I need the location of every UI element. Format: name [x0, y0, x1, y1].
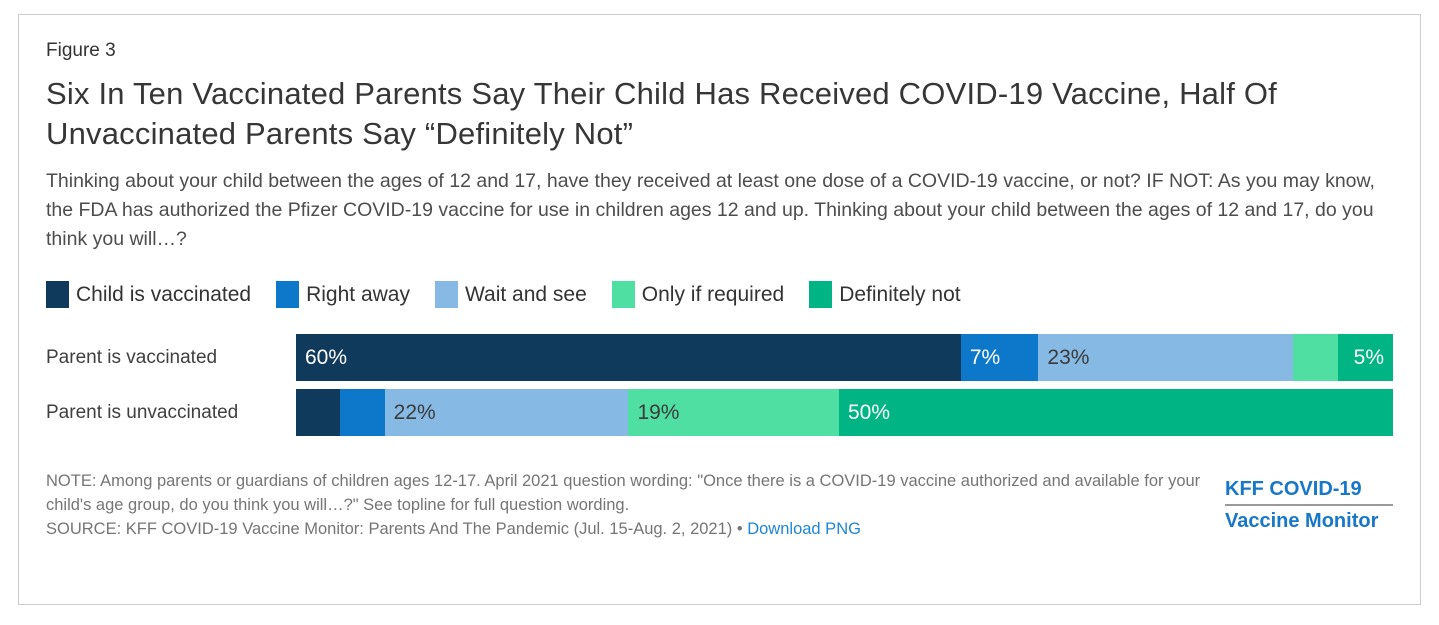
- bar-segment-wait-and-see: 22%: [384, 389, 629, 436]
- bar-value-label: 19%: [637, 400, 680, 424]
- bar-segment-only-if-required: [1293, 334, 1338, 381]
- bar-row-parent-is-vaccinated: Parent is vaccinated 60% 7% 23% 5%: [46, 334, 1393, 381]
- footnotes: NOTE: Among parents or guardians of chil…: [46, 469, 1211, 541]
- bar-track: 60% 7% 23% 5%: [296, 334, 1393, 381]
- bar-row-parent-is-unvaccinated: Parent is unvaccinated 22% 19% 50%: [46, 389, 1394, 436]
- bar-value-label: 22%: [393, 400, 436, 424]
- download-png-link[interactable]: Download PNG: [747, 520, 861, 538]
- legend-swatch-icon: [46, 281, 69, 308]
- bar-value-label: 50%: [847, 400, 890, 424]
- figure-label: Figure 3: [46, 40, 116, 61]
- legend-item-definitely-not: Definitely not: [809, 281, 961, 308]
- bar-segment-child-is-vaccinated: [296, 389, 341, 436]
- legend-swatch-icon: [276, 281, 300, 308]
- figure-title: Six In Ten Vaccinated Parents Say Their …: [46, 76, 1277, 151]
- legend-label: Definitely not: [839, 282, 961, 306]
- legend-label: Only if required: [641, 282, 785, 306]
- bar-value-label: 23%: [1047, 345, 1090, 369]
- bar-segment-only-if-required: 19%: [628, 389, 839, 436]
- source-line: SOURCE: KFF COVID-19 Vaccine Monitor: Pa…: [46, 517, 1211, 541]
- legend-item-child-is-vaccinated: Child is vaccinated: [46, 281, 251, 308]
- row-label: Parent is vaccinated: [46, 346, 218, 368]
- stacked-bar-chart: Parent is vaccinated 60% 7% 23% 5% Parent is …: [46, 334, 1394, 436]
- legend-item-only-if-required: Only if required: [611, 281, 785, 308]
- legend-label: Right away: [306, 282, 410, 306]
- legend-label: Child is vaccinated: [76, 282, 252, 306]
- kff-vaccine-monitor-logo: KFF COVID-19 Vaccine Monitor: [1225, 477, 1393, 533]
- chart-legend: Child is vaccinated Right away Wait and se…: [46, 281, 1393, 308]
- bar-segment-right-away: [340, 389, 385, 436]
- logo-line-1: KFF COVID-19: [1225, 477, 1393, 506]
- source-text: SOURCE: KFF COVID-19 Vaccine Monitor: Pa…: [46, 520, 748, 538]
- legend-swatch-icon: [434, 281, 458, 308]
- note-text: NOTE: Among parents or guardians of chil…: [46, 472, 1201, 514]
- bar-value-label: 7%: [969, 345, 1001, 369]
- figure-question-text: Thinking about your child between the ag…: [46, 170, 1375, 250]
- logo-line-2: Vaccine Monitor: [1225, 510, 1379, 532]
- bar-track: 22% 19% 50%: [296, 389, 1394, 436]
- bar-segment-definitely-not: 5%: [1337, 334, 1393, 381]
- bar-segment-child-is-vaccinated: 60%: [296, 334, 961, 381]
- row-label: Parent is unvaccinated: [46, 401, 239, 423]
- bar-value-label: 5%: [1353, 345, 1384, 369]
- legend-swatch-icon: [809, 281, 833, 308]
- bar-segment-definitely-not: 50%: [838, 389, 1394, 436]
- legend-swatch-icon: [611, 281, 635, 308]
- bar-segment-right-away: 7%: [960, 334, 1039, 381]
- legend-label: Wait and see: [464, 282, 587, 306]
- figure-card: Figure 3 Six In Ten Vaccinated Parents S…: [18, 14, 1421, 605]
- bar-value-label: 60%: [305, 345, 348, 369]
- bar-segment-wait-and-see: 23%: [1038, 334, 1294, 381]
- legend-item-right-away: Right away: [276, 281, 410, 308]
- figure-footer: NOTE: Among parents or guardians of chil…: [46, 469, 1393, 541]
- legend-item-wait-and-see: Wait and see: [434, 281, 587, 308]
